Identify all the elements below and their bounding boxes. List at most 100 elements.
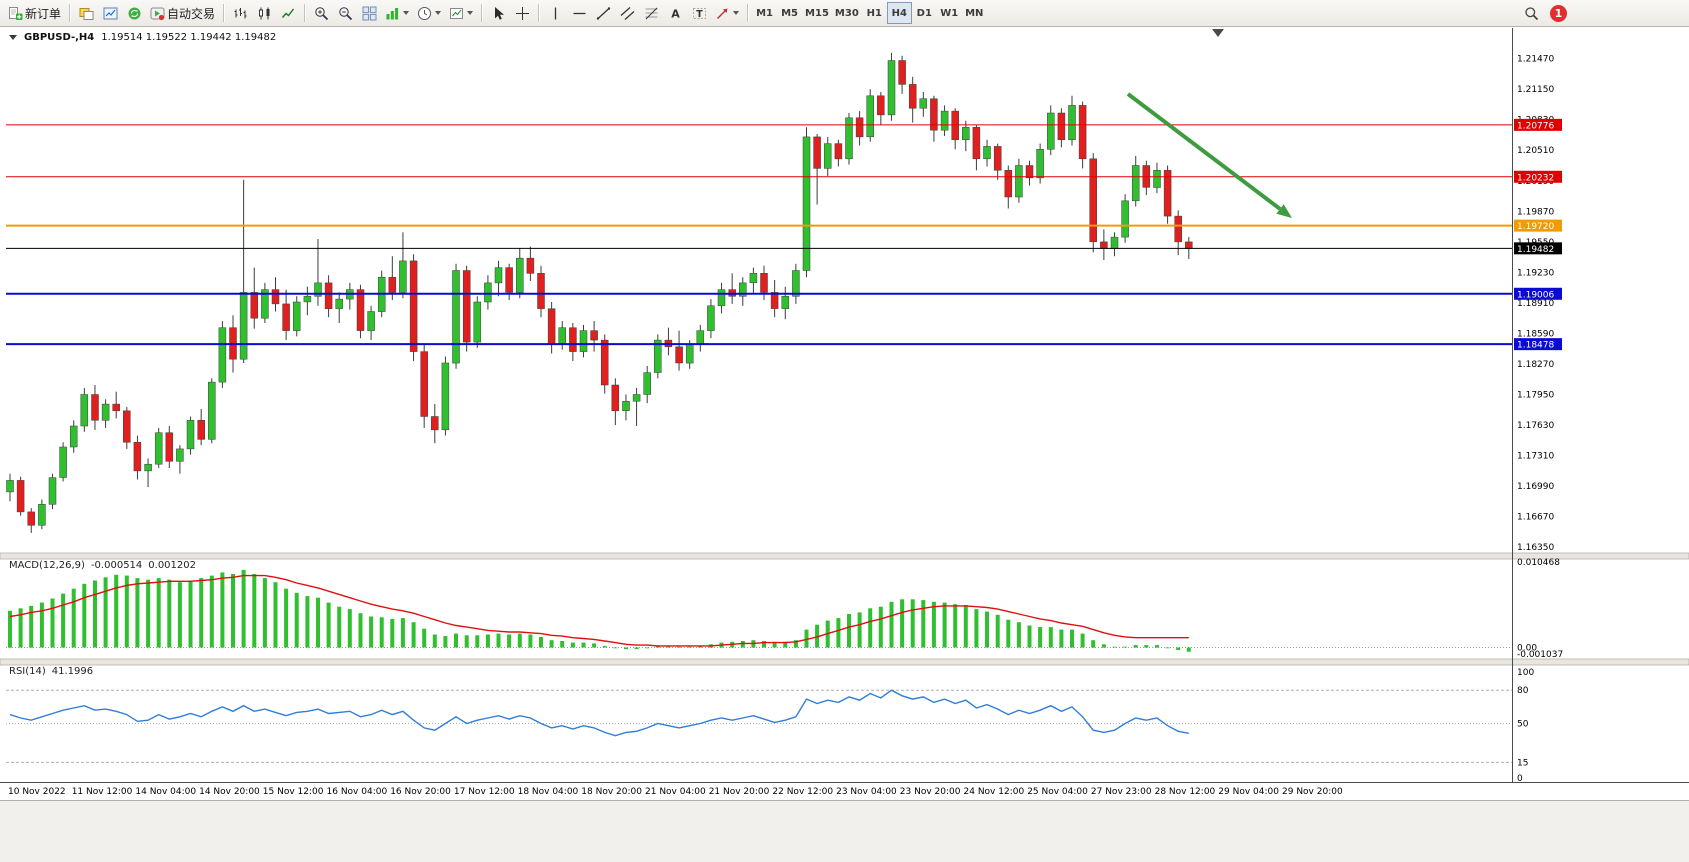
arrow-head — [1276, 204, 1292, 218]
horizontal-line-icon — [572, 6, 587, 21]
vertical-line-icon — [548, 6, 563, 21]
macd-bar — [39, 602, 44, 648]
macd-signal-value: 0.001202 — [148, 560, 196, 571]
arrows-tool-button[interactable] — [711, 2, 743, 24]
timeframe-button-h4[interactable]: H4 — [886, 2, 912, 24]
tile-windows-button[interactable] — [357, 2, 381, 24]
macd-bar — [93, 580, 97, 648]
candle-body — [484, 282, 492, 303]
macd-bar — [868, 608, 873, 648]
bar-chart-icon — [233, 6, 248, 21]
search-button[interactable] — [1519, 2, 1543, 24]
channel-tool-button[interactable] — [615, 2, 639, 24]
macd-bar — [995, 614, 1000, 648]
timeframe-button-h1[interactable]: H1 — [862, 2, 887, 24]
new-chart-button[interactable] — [74, 2, 98, 24]
macd-bar — [655, 645, 660, 648]
price-level-label-box — [1514, 118, 1562, 131]
macd-axis-label: 0.00 — [1517, 644, 1537, 654]
timeframe-group: M1 M5 M15 M30 H1 H4 D1 W1 MN — [752, 2, 987, 24]
fibonacci-tool-button[interactable] — [639, 2, 663, 24]
macd-bar — [539, 636, 543, 648]
candle-body — [80, 394, 89, 427]
line-chart-mode-button[interactable] — [276, 2, 300, 24]
market-watch-button[interactable] — [98, 2, 122, 24]
horizontal-line-tool-button[interactable] — [567, 2, 591, 24]
timeframe-button-w1[interactable]: W1 — [937, 2, 962, 24]
text-tool-button[interactable]: A — [663, 2, 687, 24]
trend-arrow-object[interactable] — [1126, 92, 1292, 218]
candle-body — [165, 432, 174, 462]
refresh-button[interactable] — [122, 2, 146, 24]
candle-body — [27, 511, 35, 526]
indicators-button[interactable] — [381, 2, 413, 24]
macd-bar — [209, 575, 214, 648]
timeframe-button-d1[interactable]: D1 — [912, 2, 937, 24]
candle-body — [526, 257, 535, 274]
price-tick-label: 1.17950 — [1517, 391, 1554, 401]
zoom-in-button[interactable] — [309, 2, 333, 24]
macd-bar — [507, 634, 512, 648]
candle-body — [250, 292, 259, 319]
candlestick-mode-button[interactable] — [252, 2, 276, 24]
vertical-line-tool-button[interactable] — [543, 2, 567, 24]
timeframe-button-m5[interactable]: M5 — [777, 2, 802, 24]
horizontal-line-object[interactable]: 1.19006 — [6, 287, 1562, 301]
time-axis[interactable]: 10 Nov 2022 11 Nov 12:00 14 Nov 04:00 14 No… — [8, 787, 1343, 797]
bid-price-line[interactable]: 1.19482 — [6, 242, 1562, 255]
macd-bar — [687, 646, 692, 648]
chart-shift-marker[interactable] — [1212, 29, 1224, 37]
horizontal-line-object[interactable]: 1.20776 — [6, 118, 1562, 132]
cursor-button[interactable] — [486, 2, 510, 24]
label-tool-button[interactable]: T — [687, 2, 711, 24]
timeframe-button-m15[interactable]: M15 — [802, 2, 832, 24]
macd-bar — [900, 599, 905, 648]
price-level-label: 1.18478 — [1517, 341, 1554, 351]
macd-bar — [634, 647, 639, 650]
new-order-button[interactable]: 新订单 — [4, 2, 65, 24]
candle-body — [1163, 170, 1172, 217]
macd-bar — [103, 577, 108, 648]
crosshair-button[interactable] — [510, 2, 534, 24]
zoom-out-button[interactable] — [333, 2, 357, 24]
time-axis-label: 22 Nov 12:00 — [772, 787, 833, 797]
toolbar-separator — [747, 4, 749, 22]
new-order-icon — [8, 6, 23, 21]
candle-body — [569, 327, 577, 352]
panel-splitter[interactable] — [0, 552, 1689, 560]
panel-splitter[interactable] — [0, 658, 1689, 666]
periods-button[interactable] — [413, 2, 445, 24]
timeframe-button-m30[interactable]: M30 — [832, 2, 862, 24]
svg-text:A: A — [671, 7, 680, 20]
bar-chart-mode-button[interactable] — [228, 2, 252, 24]
collapse-triangle-icon[interactable] — [9, 35, 17, 40]
candle-body — [123, 410, 131, 443]
horizontal-line-object[interactable]: 1.19720 — [6, 219, 1562, 233]
timeframe-button-m1[interactable]: M1 — [752, 2, 777, 24]
horizontal-line-object[interactable]: 1.18478 — [6, 338, 1562, 351]
autotrade-label: 自动交易 — [167, 6, 216, 21]
horizontal-line-object[interactable]: 1.20232 — [6, 170, 1562, 184]
candle-body — [579, 330, 588, 352]
macd-panel: 0.010468 0.00-0.001037 — [6, 558, 1563, 660]
candle-body — [855, 117, 864, 138]
zoom-out-icon — [338, 6, 353, 21]
autotrade-button[interactable]: 自动交易 — [146, 2, 219, 24]
macd-bar — [443, 636, 448, 648]
candle-body — [1174, 215, 1182, 243]
autotrade-icon — [150, 6, 165, 21]
macd-bar — [61, 593, 66, 648]
window-bottom-strip — [0, 801, 1689, 862]
notification-badge[interactable]: 1 — [1550, 4, 1567, 22]
macd-bar — [931, 601, 936, 648]
timeframe-button-mn[interactable]: MN — [962, 2, 987, 24]
candle-body — [462, 270, 471, 343]
arrow-shaft[interactable] — [1126, 92, 1282, 211]
templates-button[interactable] — [445, 2, 477, 24]
candle-body — [887, 60, 896, 116]
trendline-tool-button[interactable] — [591, 2, 615, 24]
price-level-label: 1.20776 — [1517, 121, 1554, 131]
time-axis-label: 27 Nov 23:00 — [1091, 787, 1152, 797]
price-tick-label: 1.19230 — [1517, 268, 1554, 278]
